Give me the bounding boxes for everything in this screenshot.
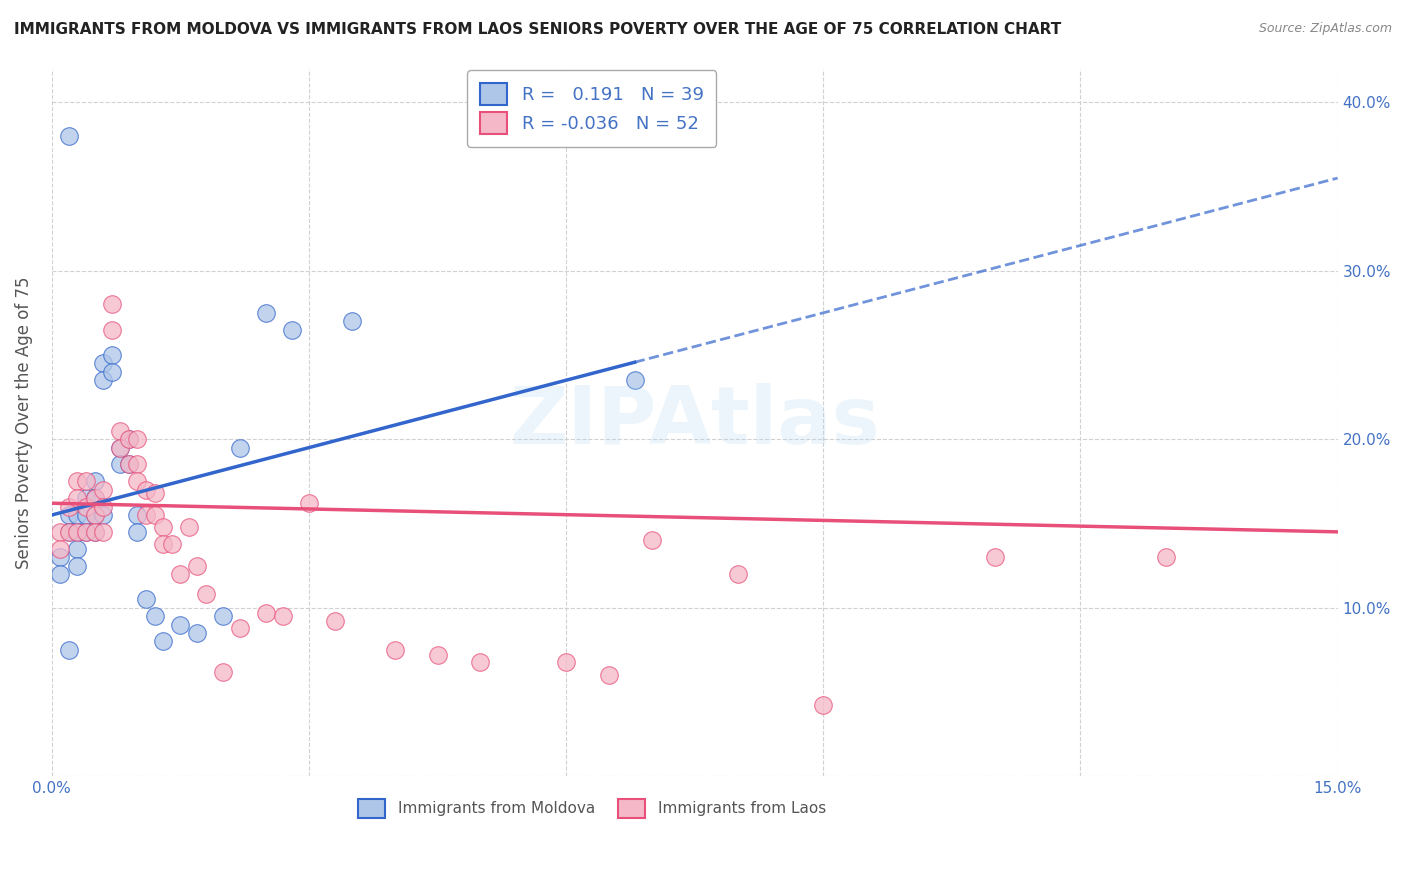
Point: [143, 609, 166, 624]
Point: [152, 634, 174, 648]
Point: [229, 441, 252, 455]
Point: [100, 297, 122, 311]
Point: [135, 483, 157, 497]
Point: [83, 491, 105, 505]
Point: [91, 356, 114, 370]
Point: [118, 432, 141, 446]
Point: [195, 587, 218, 601]
Point: [1154, 550, 1177, 565]
Point: [143, 508, 166, 522]
Point: [58, 508, 80, 522]
Point: [83, 524, 105, 539]
Point: [66, 508, 89, 522]
Text: ZIPAtlas: ZIPAtlas: [509, 384, 880, 461]
Point: [470, 655, 492, 669]
Point: [135, 508, 157, 522]
Point: [212, 609, 235, 624]
Point: [281, 323, 304, 337]
Point: [426, 648, 449, 662]
Point: [49, 524, 72, 539]
Point: [118, 458, 141, 472]
Point: [83, 491, 105, 505]
Point: [641, 533, 664, 548]
Point: [110, 441, 132, 455]
Point: [169, 617, 191, 632]
Point: [66, 524, 89, 539]
Legend: Immigrants from Moldova, Immigrants from Laos: Immigrants from Moldova, Immigrants from…: [350, 791, 834, 825]
Point: [58, 524, 80, 539]
Point: [91, 524, 114, 539]
Point: [91, 500, 114, 514]
Point: [100, 348, 122, 362]
Text: IMMIGRANTS FROM MOLDOVA VS IMMIGRANTS FROM LAOS SENIORS POVERTY OVER THE AGE OF : IMMIGRANTS FROM MOLDOVA VS IMMIGRANTS FR…: [14, 22, 1062, 37]
Point: [127, 524, 149, 539]
Point: [135, 592, 157, 607]
Point: [254, 606, 277, 620]
Point: [110, 424, 132, 438]
Point: [75, 491, 97, 505]
Point: [177, 520, 200, 534]
Point: [127, 475, 149, 489]
Point: [75, 524, 97, 539]
Point: [555, 655, 578, 669]
Point: [75, 475, 97, 489]
Point: [160, 536, 183, 550]
Point: [91, 508, 114, 522]
Point: [118, 458, 141, 472]
Point: [727, 566, 749, 581]
Point: [271, 609, 294, 624]
Point: [58, 642, 80, 657]
Point: [127, 508, 149, 522]
Point: [340, 314, 363, 328]
Point: [66, 491, 89, 505]
Point: [623, 373, 645, 387]
Point: [143, 486, 166, 500]
Point: [186, 626, 208, 640]
Point: [58, 500, 80, 514]
Point: [49, 566, 72, 581]
Point: [152, 536, 174, 550]
Point: [813, 698, 835, 713]
Point: [83, 508, 105, 522]
Point: [212, 665, 235, 679]
Point: [66, 541, 89, 556]
Text: Source: ZipAtlas.com: Source: ZipAtlas.com: [1258, 22, 1392, 36]
Point: [83, 524, 105, 539]
Point: [66, 524, 89, 539]
Point: [118, 432, 141, 446]
Point: [83, 475, 105, 489]
Point: [229, 621, 252, 635]
Point: [75, 500, 97, 514]
Point: [100, 365, 122, 379]
Point: [254, 306, 277, 320]
Point: [598, 668, 620, 682]
Point: [75, 508, 97, 522]
Point: [110, 441, 132, 455]
Point: [83, 508, 105, 522]
Point: [323, 614, 346, 628]
Point: [58, 128, 80, 143]
Point: [152, 520, 174, 534]
Point: [384, 642, 406, 657]
Point: [75, 524, 97, 539]
Point: [110, 458, 132, 472]
Point: [91, 483, 114, 497]
Point: [58, 524, 80, 539]
Point: [49, 550, 72, 565]
Point: [983, 550, 1005, 565]
Point: [298, 496, 321, 510]
Point: [100, 323, 122, 337]
Y-axis label: Seniors Poverty Over the Age of 75: Seniors Poverty Over the Age of 75: [15, 277, 32, 568]
Point: [66, 558, 89, 573]
Point: [49, 541, 72, 556]
Point: [127, 432, 149, 446]
Point: [127, 458, 149, 472]
Point: [66, 475, 89, 489]
Point: [186, 558, 208, 573]
Point: [169, 566, 191, 581]
Point: [91, 373, 114, 387]
